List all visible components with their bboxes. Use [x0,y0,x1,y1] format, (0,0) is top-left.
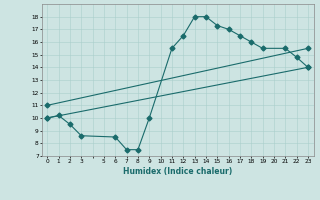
X-axis label: Humidex (Indice chaleur): Humidex (Indice chaleur) [123,167,232,176]
